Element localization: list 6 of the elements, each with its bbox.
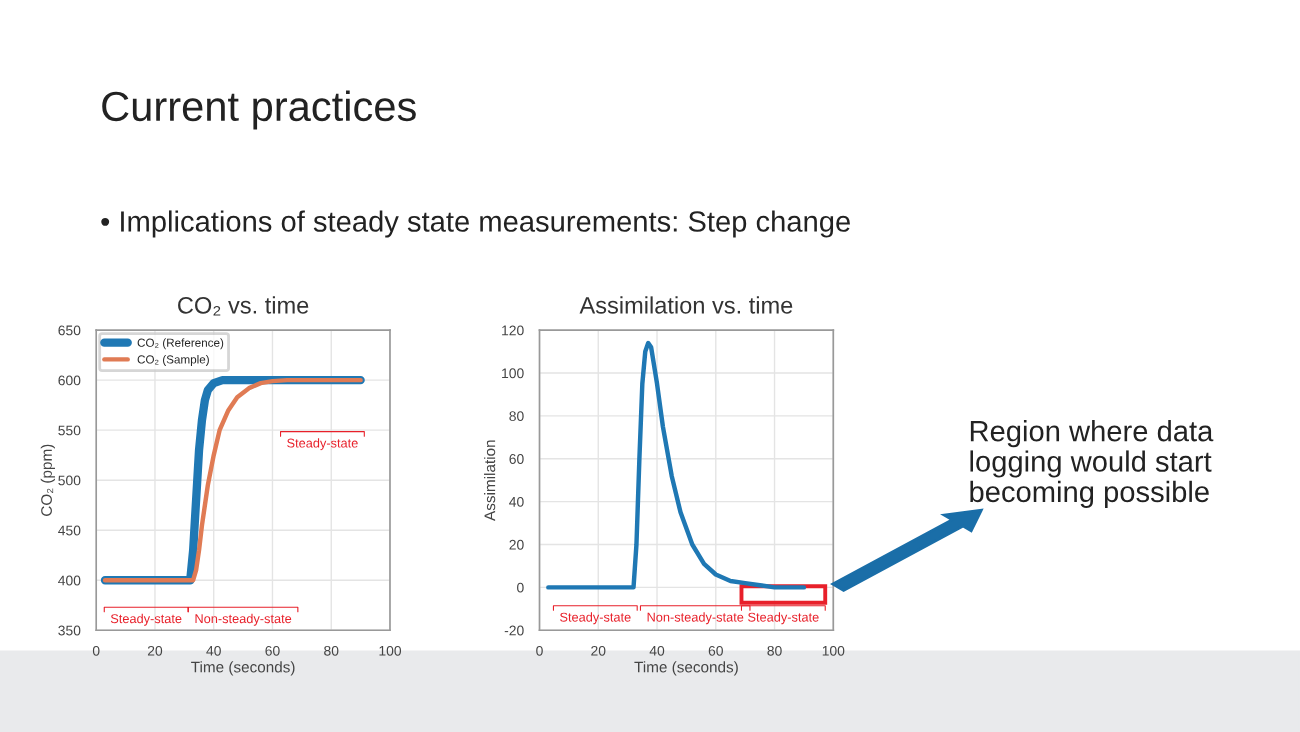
text: Region where data logging would start becoming possible xyxy=(970,420,1214,508)
line-series xyxy=(546,340,807,590)
chart-title: Assimilation vs. time xyxy=(579,296,793,314)
chart-title: CO₂ vs. time xyxy=(178,296,309,316)
text: • Implications of steady state measurements: Step change xyxy=(101,210,850,238)
text: Current practices xyxy=(102,90,416,130)
